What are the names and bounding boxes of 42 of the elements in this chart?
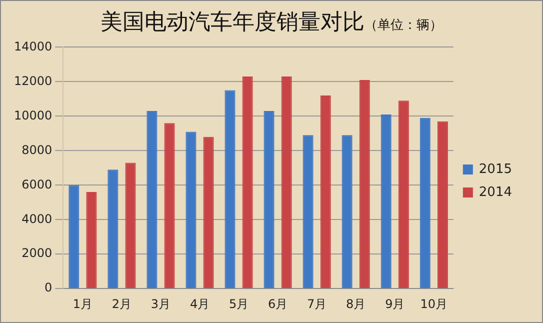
bar xyxy=(86,192,97,288)
x-tick-label: 10月 xyxy=(420,296,448,311)
x-tick-label: 5月 xyxy=(228,296,249,311)
x-tick-label: 6月 xyxy=(268,296,288,311)
bar xyxy=(264,111,274,288)
x-tick-label: 8月 xyxy=(346,296,366,311)
y-tick-label: 12000 xyxy=(14,74,52,88)
x-tick-label: 9月 xyxy=(385,296,405,311)
bar xyxy=(281,76,292,288)
bar xyxy=(203,136,214,288)
bar xyxy=(68,185,80,288)
y-tick-label: 0 xyxy=(44,280,52,295)
x-tick-label: 3月 xyxy=(150,296,171,311)
bar xyxy=(242,76,253,288)
bar xyxy=(164,123,175,288)
y-tick-label: 6000 xyxy=(22,177,52,192)
x-tick-label: 4月 xyxy=(190,296,210,311)
chart-subtitle: （单位：辆） xyxy=(364,18,442,33)
bar xyxy=(359,80,370,288)
bar xyxy=(186,132,196,288)
bar xyxy=(437,121,448,288)
x-tick-label: 1月 xyxy=(72,296,93,311)
chart-title: 美国电动汽车年度销量对比 xyxy=(100,10,364,35)
bar xyxy=(302,135,314,288)
x-tick-label: 2月 xyxy=(112,296,132,311)
bar xyxy=(380,114,392,288)
bar xyxy=(224,90,236,288)
y-tick-label: 10000 xyxy=(14,108,52,122)
bar xyxy=(342,135,352,288)
y-tick-label: 4000 xyxy=(22,212,52,226)
bar xyxy=(398,100,409,288)
bar xyxy=(320,95,331,288)
legend-label: 2014 xyxy=(478,184,512,200)
x-tick-label: 7月 xyxy=(307,296,327,311)
bar xyxy=(146,111,158,288)
y-tick-label: 14000 xyxy=(14,39,52,54)
bar xyxy=(108,170,118,288)
bar xyxy=(420,118,430,288)
bar xyxy=(125,162,136,288)
y-tick-label: 2000 xyxy=(22,246,52,260)
legend-label: 2015 xyxy=(478,162,512,177)
y-tick-label: 8000 xyxy=(22,142,52,157)
